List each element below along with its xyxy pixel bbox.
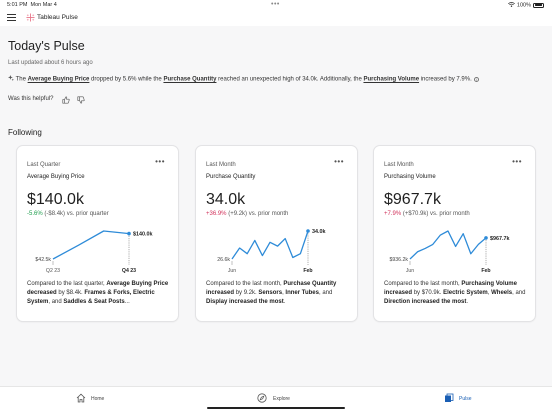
summary-text: reached an unexpected high of 34.0k. Add… <box>216 76 364 83</box>
card-period: Last Month <box>384 162 414 168</box>
summary-link-purchasing-volume[interactable]: Purchasing Volume <box>363 76 420 83</box>
compass-icon <box>257 393 267 403</box>
more-options-icon[interactable]: ••• <box>512 157 522 166</box>
tableau-logo-icon <box>26 13 35 22</box>
card-delta: +36.9% (+9.2k) vs. prior month <box>206 211 288 217</box>
tab-label: Home <box>91 396 105 402</box>
sparkline-chart: $936.2k $967.7k Jun Feb <box>390 230 510 274</box>
metric-card-purchasing-volume[interactable]: Last Month ••• Purchasing Volume $967.7k… <box>373 145 536 322</box>
comparison: vs. prior quarter <box>66 211 109 217</box>
home-indicator <box>207 407 345 409</box>
x-start-label: Jun <box>406 268 414 274</box>
summary-text: The <box>15 76 28 83</box>
sparkline-series <box>409 230 487 260</box>
x-start-label: Jun <box>228 268 236 274</box>
x-end-label: Feb <box>481 268 490 274</box>
summary-link-purchase-quantity[interactable]: Purchase Quantity <box>163 76 217 83</box>
tab-home[interactable]: Home <box>76 393 104 405</box>
sparkle-icon <box>8 75 14 81</box>
app-title: Tableau Pulse <box>37 14 78 21</box>
start-value-label: $936.2k <box>390 257 409 263</box>
more-options-icon[interactable]: ••• <box>155 157 165 166</box>
comparison: vs. prior month <box>248 211 289 217</box>
tab-explore[interactable]: Explore <box>257 393 290 405</box>
tab-pulse[interactable]: Pulse <box>444 393 472 405</box>
card-metric-name: Purchasing Volume <box>384 174 436 180</box>
pulse-icon <box>445 393 454 402</box>
summary-link-average-buying-price[interactable]: Average Buying Price <box>27 76 90 83</box>
card-value: $140.0k <box>27 191 84 208</box>
home-icon <box>76 393 86 403</box>
metric-card-average-buying-price[interactable]: Last Quarter ••• Average Buying Price $1… <box>16 145 179 322</box>
card-metric-name: Purchase Quantity <box>206 174 256 180</box>
x-end-label: Feb <box>303 268 312 274</box>
last-updated: Last updated about 6 hours ago <box>8 60 93 66</box>
end-value-label: $140.0k <box>133 232 153 238</box>
change-absolute: (+$70.9k) <box>402 211 429 217</box>
card-period: Last Month <box>206 162 236 168</box>
start-value-label: $42.5k <box>35 257 51 263</box>
multitasking-dots-icon[interactable]: ••• <box>271 1 280 8</box>
change-absolute: (-$8.4k) <box>44 211 66 217</box>
comparison: vs. prior month <box>430 211 470 217</box>
card-value: 34.0k <box>206 191 246 208</box>
card-description: Compared to the last month, Purchasing V… <box>384 281 526 306</box>
summary-text: increased by 7.9%. <box>419 76 472 83</box>
current-value-point <box>484 236 488 240</box>
tab-bar: Home Explore Pulse <box>0 386 552 414</box>
start-value-label: 26.6k <box>217 257 230 263</box>
page-title: Today's Pulse <box>8 39 85 53</box>
more-options-icon[interactable]: ••• <box>334 157 344 166</box>
current-value-point <box>127 231 131 236</box>
helpful-prompt: Was this helpful? <box>8 96 54 102</box>
card-value: $967.7k <box>384 191 441 208</box>
thumbs-down-icon[interactable] <box>77 96 85 104</box>
metric-card-purchase-quantity[interactable]: Last Month ••• Purchase Quantity 34.0k +… <box>195 145 358 322</box>
sparkline-series <box>52 230 130 260</box>
sparkline-chart: 26.6k 34.0k Jun Feb <box>217 229 326 274</box>
app-bar: Tableau Pulse <box>0 10 552 26</box>
summary-text: dropped by 5.6% while the <box>89 76 164 83</box>
pulse-summary: The Average Buying Price dropped by 5.6%… <box>8 75 480 83</box>
battery-percent: 100% <box>516 2 531 9</box>
current-value-point <box>306 229 310 233</box>
change-percent: -5.6% <box>27 211 43 217</box>
status-right: 100% <box>508 2 544 9</box>
end-value-label: 34.0k <box>312 229 326 235</box>
sparkline-series <box>231 230 309 260</box>
status-time: 5:01 PM Mon Mar 4 <box>7 2 57 8</box>
end-value-label: $967.7k <box>490 236 510 242</box>
info-icon[interactable]: i <box>473 76 480 82</box>
card-delta: +7.9% (+$70.9k) vs. prior month <box>384 211 470 217</box>
card-description: Compared to the last month, Purchase Qua… <box>206 281 337 306</box>
following-heading: Following <box>8 128 42 137</box>
sparkline-chart: $42.5k $140.0k Q2 23 Q4 23 <box>35 230 153 274</box>
battery-icon <box>533 2 544 8</box>
card-delta: -5.6% (-$8.4k) vs. prior quarter <box>27 211 109 217</box>
change-percent: +7.9% <box>384 211 402 217</box>
change-percent: +36.9% <box>206 211 227 217</box>
status-bar: 5:01 PM Mon Mar 4 ••• 100% <box>0 0 552 10</box>
x-end-label: Q4 23 <box>122 268 136 274</box>
thumbs-up-icon[interactable] <box>62 96 70 104</box>
card-metric-name: Average Buying Price <box>27 174 85 180</box>
wifi-icon <box>508 2 516 7</box>
menu-icon[interactable] <box>7 14 16 21</box>
tab-label: Pulse <box>459 396 472 402</box>
change-absolute: (+9.2k) <box>228 211 248 217</box>
card-description: Compared to the last quarter, Average Bu… <box>27 281 169 306</box>
card-period: Last Quarter <box>27 162 61 168</box>
x-start-label: Q2 23 <box>46 268 60 274</box>
tab-label: Explore <box>273 396 290 402</box>
